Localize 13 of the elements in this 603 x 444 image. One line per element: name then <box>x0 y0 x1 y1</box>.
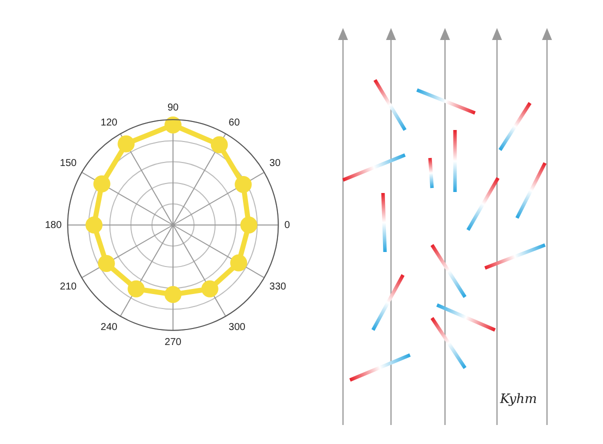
spoke-label: 270 <box>164 337 182 348</box>
spoke-label: 60 <box>228 117 240 128</box>
spoke-label: 120 <box>100 117 118 128</box>
spoke-label: 210 <box>60 281 78 292</box>
spoke-label: 0 <box>284 220 290 231</box>
text: Kyhm <box>500 392 537 407</box>
spoke-label: 240 <box>100 322 118 334</box>
spoke-label: 150 <box>60 158 78 170</box>
spoke-label: 300 <box>228 322 246 334</box>
spoke-label: 330 <box>269 281 287 292</box>
spoke-label: 90 <box>167 102 179 114</box>
spoke-label: 180 <box>44 220 62 231</box>
spoke-label: 30 <box>269 158 281 170</box>
